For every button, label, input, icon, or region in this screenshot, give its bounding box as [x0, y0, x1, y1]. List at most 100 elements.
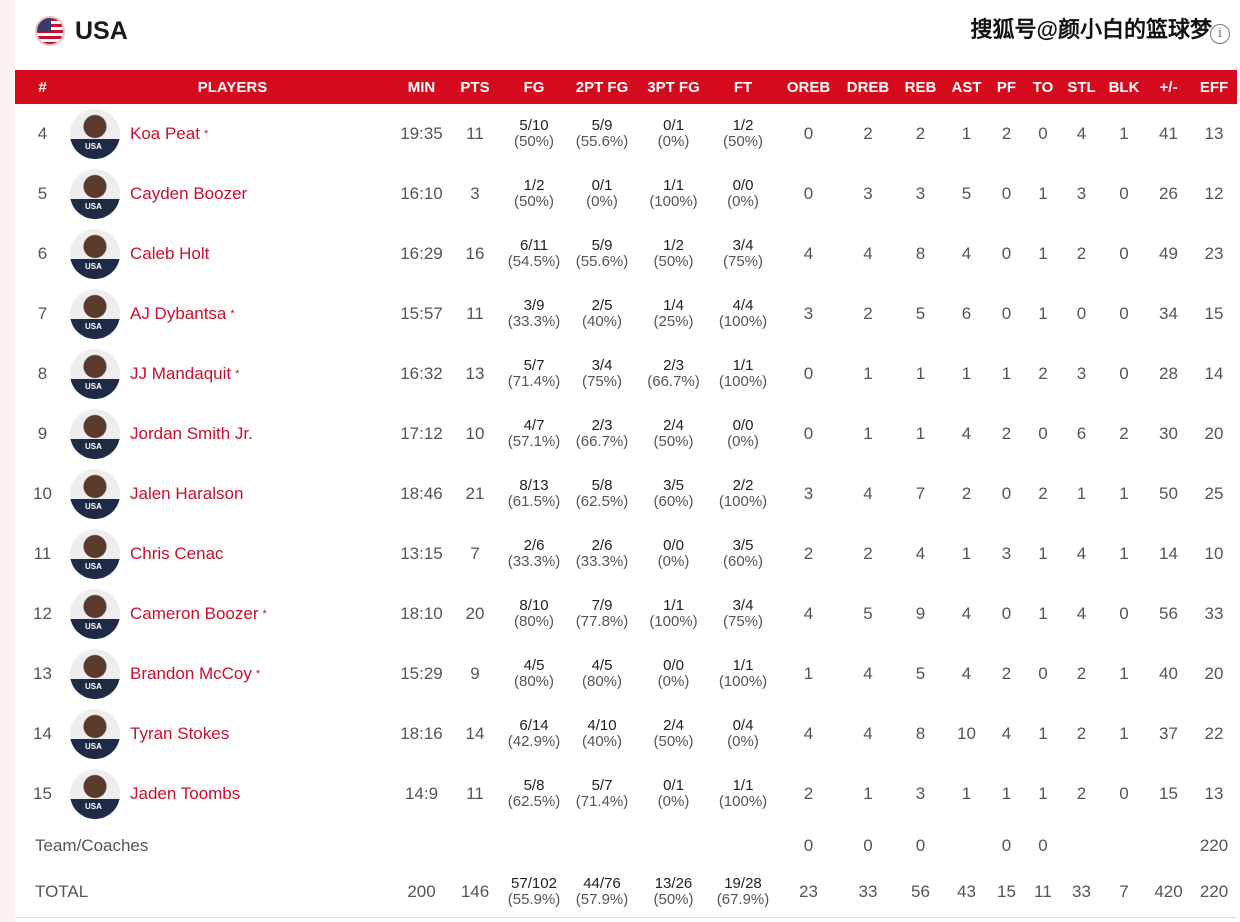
stat-eff: 25: [1204, 484, 1224, 503]
stat-ft: 0/4 (0%): [709, 704, 777, 764]
player-name-link[interactable]: Jaden Toombs: [130, 784, 241, 803]
player-avatar: USA: [70, 409, 120, 459]
column-header[interactable]: STL: [1067, 78, 1096, 96]
stat-percentage: (0%): [727, 193, 759, 210]
column-header[interactable]: PF: [996, 78, 1017, 96]
stat-p2: [566, 824, 638, 868]
avatar-jersey-text: USA: [85, 622, 102, 631]
column-header[interactable]: FT: [733, 78, 753, 96]
player-name-link[interactable]: Chris Cenac: [130, 544, 224, 563]
column-header[interactable]: 2PT FG: [575, 78, 629, 96]
column-header[interactable]: FG: [523, 78, 545, 96]
player-row[interactable]: 11 USA Chris Cenac 13:15 7 2/6 (33.3%) 2/6 (33.3…: [15, 524, 1237, 584]
stat-percentage: (75%): [581, 373, 622, 390]
stat-percentage: (66.7%): [575, 433, 629, 450]
player-row[interactable]: 12 USA Cameron Boozer * 18:10 20 8/10 (80%) 7/9(…: [15, 584, 1237, 644]
divider: [15, 917, 1237, 918]
column-header[interactable]: BLK: [1108, 78, 1140, 96]
column-header[interactable]: DREB: [846, 78, 890, 96]
player-name-link[interactable]: Tyran Stokes: [130, 724, 230, 743]
player-cell: USA AJ Dybantsa *: [70, 284, 395, 344]
starter-marker: *: [262, 608, 267, 620]
stat-to: 11: [1034, 881, 1052, 901]
player-name-link[interactable]: AJ Dybantsa: [130, 304, 227, 323]
player-name-link[interactable]: Koa Peat: [130, 124, 200, 143]
column-header[interactable]: PLAYERS: [197, 78, 268, 96]
player-row[interactable]: 14 USA Tyran Stokes 18:16 14 6/14 (42.9%) 4/10(…: [15, 704, 1237, 764]
stat-stl: 2: [1076, 664, 1087, 683]
stat-blk: 1: [1119, 484, 1129, 503]
player-cell: USA Jordan Smith Jr.: [70, 404, 395, 464]
stat-min: 16:29: [400, 244, 443, 263]
stat-stl: [1061, 824, 1102, 868]
player-row[interactable]: 10 USA Jalen Haralson 18:46 21 8/13 (61.5%) 5/8…: [15, 464, 1237, 524]
player-row[interactable]: 4 USA Koa Peat * 19:35 11 5/10 (50%) 5/9 (55.6%) 0…: [15, 104, 1237, 164]
player-avatar: USA: [70, 649, 120, 699]
stat-ft: 2/2 (100%): [709, 464, 777, 524]
player-name-link[interactable]: Cayden Boozer: [130, 184, 248, 203]
player-name-link[interactable]: Brandon McCoy: [130, 664, 252, 683]
column-header[interactable]: PTS: [460, 78, 490, 96]
player-row[interactable]: 9 USA Jordan Smith Jr. 17:12 10 4/7 (57.1%) 2/3…: [15, 404, 1237, 464]
stat-made-attempted: 1/2: [523, 177, 545, 194]
stat-pf: 1: [1001, 364, 1012, 383]
player-name-link[interactable]: Jordan Smith Jr.: [130, 424, 253, 443]
player-avatar: USA: [70, 169, 120, 219]
stat-percentage: (100%): [718, 493, 768, 510]
stat-percentage: (75%): [722, 613, 763, 630]
stat-made-attempted: 0/0: [732, 177, 754, 194]
player-row[interactable]: 7 USA AJ Dybantsa * 15:57 11 3/9 (33.3%) 2/5 (40%…: [15, 284, 1237, 344]
column-header[interactable]: OREB: [786, 78, 831, 96]
column-header[interactable]: AST: [951, 78, 982, 96]
stat-stl: 33: [1072, 881, 1091, 901]
stat-made-attempted: 0/0: [732, 417, 754, 434]
player-row[interactable]: 5 USA Cayden Boozer 16:10 3 1/2 (50%) 0/1 (0%) 1/…: [15, 164, 1237, 224]
row-label: Team/Coaches: [35, 836, 149, 855]
stat-p3: 2/4 (50%): [638, 704, 709, 764]
stat-pts: 14: [465, 724, 485, 743]
player-name-link[interactable]: Caleb Holt: [130, 244, 210, 263]
stat-stl: 3: [1076, 364, 1087, 383]
stat-ft: 0/0 (0%): [709, 164, 777, 224]
stat-made-attempted: 8/10: [519, 597, 549, 614]
avatar-jersey-text: USA: [85, 382, 102, 391]
stat-eff: 22: [1204, 724, 1224, 743]
stat-eff: 20: [1204, 664, 1224, 683]
column-header[interactable]: TO: [1032, 78, 1054, 96]
avatar-jersey-text: USA: [85, 142, 102, 151]
column-header[interactable]: REB: [904, 78, 937, 96]
player-name-link[interactable]: JJ Mandaquit: [130, 364, 232, 383]
player-cell: USA Tyran Stokes: [70, 704, 395, 764]
column-header[interactable]: EFF: [1199, 78, 1229, 96]
player-row[interactable]: 6 USA Caleb Holt 16:29 16 6/11 (54.5%) 5/9 (55.6…: [15, 224, 1237, 284]
column-header[interactable]: 3PT FG: [647, 78, 700, 96]
stat-fg: 57/102 (55.9%): [502, 868, 566, 915]
column-header[interactable]: #: [38, 78, 47, 96]
column-header[interactable]: MIN: [407, 78, 436, 96]
stat-percentage: (50%): [653, 890, 694, 908]
stat-oreb: 2: [803, 544, 814, 563]
player-avatar: USA: [70, 529, 120, 579]
stat-p2: 2/3 (66.7%): [566, 404, 638, 464]
player-row[interactable]: 13 USA Brandon McCoy * 15:29 9 4/5 (80%) 4/5 (80%…: [15, 644, 1237, 704]
column-header[interactable]: +/-: [1159, 78, 1178, 96]
player-row[interactable]: 8 USA JJ Mandaquit * 16:32 13 5/7 (71.4%) 3/4 (75…: [15, 344, 1237, 404]
stat-made-attempted: 3/5: [663, 477, 684, 494]
stat-fg: [502, 824, 566, 868]
player-row[interactable]: 15 USA Jaden Toombs 14:9 11 5/8 (62.5%) 5/7 (71.…: [15, 764, 1237, 824]
row-label: TOTAL: [35, 881, 89, 901]
stat-percentage: (50%): [513, 133, 554, 150]
stat-num: 5: [37, 184, 48, 203]
stat-percentage: (100%): [718, 373, 768, 390]
stat-p2: 5/9 (55.6%): [566, 224, 638, 284]
stat-eff: 20: [1204, 424, 1224, 443]
player-name-link[interactable]: Jalen Haralson: [130, 484, 244, 503]
stat-made-attempted: 4/5: [591, 657, 613, 674]
team-name: USA: [75, 16, 128, 45]
info-icon[interactable]: i: [1210, 24, 1230, 44]
stat-ft: 3/5 (60%): [709, 524, 777, 584]
player-name-link[interactable]: Cameron Boozer: [130, 604, 259, 623]
stat-ast: [945, 824, 988, 868]
stat-dreb: 2: [863, 304, 873, 323]
stat-blk: [1102, 824, 1146, 868]
